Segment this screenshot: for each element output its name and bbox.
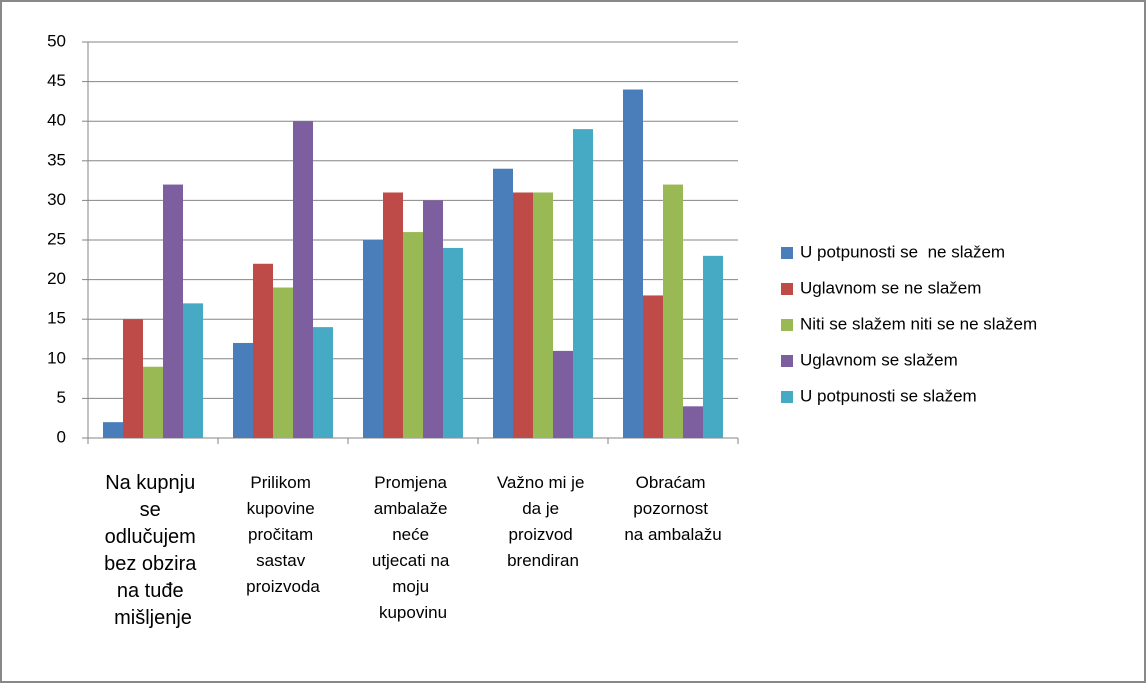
legend-swatch [781,391,793,403]
bar [513,192,533,438]
legend-swatch [781,355,793,367]
bar [443,247,463,438]
x-tick-label: Na kupnju se odlučujem bez obzira na tuđ… [104,472,202,629]
y-tick-label: 10 [47,348,66,367]
bar [233,342,253,438]
bar [253,263,273,438]
bar [403,232,423,438]
bar [383,192,403,438]
bar [623,89,643,439]
bar [533,192,553,438]
bar [163,184,183,438]
bar [183,303,203,438]
y-tick-label: 0 [57,427,66,446]
bar [573,129,593,438]
y-tick-label: 30 [47,190,66,209]
legend-label: U potpunosti se slažem [800,386,977,405]
legend-label: Uglavnom se slažem [800,350,958,369]
bar [103,422,123,438]
bar [293,121,313,438]
legend-label: Uglavnom se ne slažem [800,278,981,297]
bar [553,350,573,438]
bar [643,295,663,438]
bar [493,168,513,438]
bar [313,327,333,438]
y-tick-label: 15 [47,309,66,328]
legend-swatch [781,319,793,331]
bar [423,200,443,438]
bar [683,406,703,438]
y-tick-label: 20 [47,269,66,288]
legend-label: U potpunosti se ne slažem [800,242,1005,261]
y-tick-label: 40 [47,111,66,130]
y-tick-label: 50 [47,31,66,50]
bar [363,240,383,438]
bar [123,319,143,438]
y-tick-label: 45 [47,71,66,90]
x-tick-label: Važno mi je da je proizvod brendiran [497,473,589,570]
bar [273,287,293,438]
x-tick-label: Obraćam pozornost na ambalažu [624,473,721,544]
y-tick-label: 35 [47,150,66,169]
x-tick-label: Prilikom kupovine pročitam sastav proizv… [246,473,320,596]
bar [143,366,163,438]
legend-swatch [781,283,793,295]
y-tick-label: 25 [47,229,66,248]
y-tick-label: 5 [57,388,66,407]
x-tick-label: Promjena ambalaže neće utjecati na moju … [372,473,454,622]
bar [703,255,723,438]
legend-label: Niti se slažem niti se ne slažem [800,314,1037,333]
bar [663,184,683,438]
legend-swatch [781,247,793,259]
